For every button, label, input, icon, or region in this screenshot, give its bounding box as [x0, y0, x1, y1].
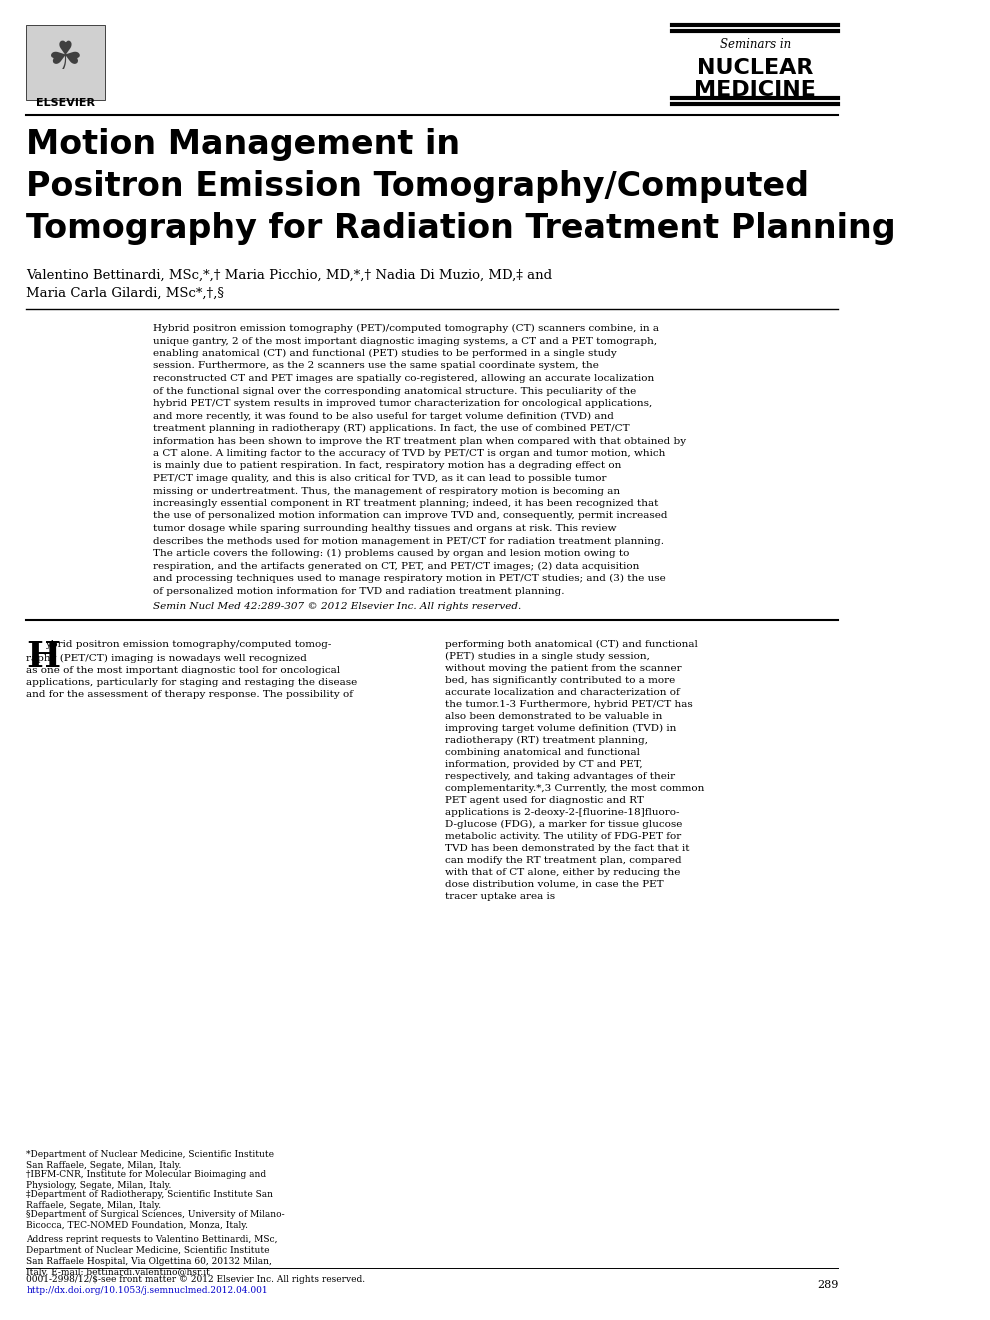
- Text: *Department of Nuclear Medicine, Scientific Institute: *Department of Nuclear Medicine, Scienti…: [26, 1150, 274, 1159]
- Text: reconstructed CT and PET images are spatially co-registered, allowing an accurat: reconstructed CT and PET images are spat…: [152, 374, 654, 383]
- Text: and more recently, it was found to be also useful for target volume definition (: and more recently, it was found to be al…: [152, 412, 614, 421]
- Text: radiotherapy (RT) treatment planning,: radiotherapy (RT) treatment planning,: [446, 737, 648, 744]
- Text: Italy. E-mail: bettinardi.valentino@hsr.it: Italy. E-mail: bettinardi.valentino@hsr.…: [26, 1269, 210, 1276]
- Text: Hybrid positron emission tomography (PET)/computed tomography (CT) scanners comb: Hybrid positron emission tomography (PET…: [152, 323, 658, 333]
- Text: NUCLEAR: NUCLEAR: [697, 58, 814, 78]
- Text: information, provided by CT and PET,: information, provided by CT and PET,: [446, 760, 643, 770]
- Text: and for the assessment of therapy response. The possibility of: and for the assessment of therapy respon…: [26, 690, 353, 700]
- Text: with that of CT alone, either by reducing the: with that of CT alone, either by reducin…: [446, 869, 681, 876]
- Text: †IBFM-CNR, Institute for Molecular Bioimaging and: †IBFM-CNR, Institute for Molecular Bioim…: [26, 1170, 266, 1179]
- Text: hybrid PET/CT system results in improved tumor characterization for oncological : hybrid PET/CT system results in improved…: [152, 399, 652, 408]
- Text: Address reprint requests to Valentino Bettinardi, MSc,: Address reprint requests to Valentino Be…: [26, 1236, 277, 1243]
- Text: ☘: ☘: [49, 40, 83, 77]
- Text: Department of Nuclear Medicine, Scientific Institute: Department of Nuclear Medicine, Scientif…: [26, 1246, 269, 1255]
- Text: missing or undertreatment. Thus, the management of respiratory motion is becomin: missing or undertreatment. Thus, the man…: [152, 487, 620, 495]
- Text: without moving the patient from the scanner: without moving the patient from the scan…: [446, 664, 682, 673]
- Text: accurate localization and characterization of: accurate localization and characterizati…: [446, 688, 680, 697]
- Text: Tomography for Radiation Treatment Planning: Tomography for Radiation Treatment Plann…: [26, 213, 896, 246]
- Text: applications, particularly for staging and restaging the disease: applications, particularly for staging a…: [26, 678, 357, 686]
- Text: improving target volume definition (TVD) in: improving target volume definition (TVD)…: [446, 723, 676, 733]
- Text: information has been shown to improve the RT treatment plan when compared with t: information has been shown to improve th…: [152, 437, 686, 446]
- Text: describes the methods used for motion management in PET/CT for radiation treatme: describes the methods used for motion ma…: [152, 536, 663, 545]
- Text: (PET) studies in a single study session,: (PET) studies in a single study session,: [446, 652, 650, 661]
- Text: tracer uptake area is: tracer uptake area is: [446, 892, 555, 902]
- Text: Maria Carla Gilardi, MSc*,†,§: Maria Carla Gilardi, MSc*,†,§: [26, 286, 224, 300]
- Text: San Raffaele, Segate, Milan, Italy.: San Raffaele, Segate, Milan, Italy.: [26, 1162, 181, 1170]
- Text: of personalized motion information for TVD and radiation treatment planning.: of personalized motion information for T…: [152, 586, 564, 595]
- Text: the use of personalized motion information can improve TVD and, consequently, pe: the use of personalized motion informati…: [152, 511, 667, 520]
- Text: metabolic activity. The utility of FDG-PET for: metabolic activity. The utility of FDG-P…: [446, 832, 681, 841]
- Text: unique gantry, 2 of the most important diagnostic imaging systems, a CT and a PE: unique gantry, 2 of the most important d…: [152, 337, 657, 346]
- Text: a CT alone. A limiting factor to the accuracy of TVD by PET/CT is organ and tumo: a CT alone. A limiting factor to the acc…: [152, 449, 665, 458]
- Text: http://dx.doi.org/10.1053/j.semnuclmed.2012.04.001: http://dx.doi.org/10.1053/j.semnuclmed.2…: [26, 1286, 268, 1295]
- Text: 0001-2998/12/$-see front matter © 2012 Elsevier Inc. All rights reserved.: 0001-2998/12/$-see front matter © 2012 E…: [26, 1275, 365, 1284]
- Text: respiration, and the artifacts generated on CT, PET, and PET/CT images; (2) data: respiration, and the artifacts generated…: [152, 561, 640, 570]
- Text: ybrid positron emission tomography/computed tomog-: ybrid positron emission tomography/compu…: [46, 640, 332, 649]
- Text: Raffaele, Segate, Milan, Italy.: Raffaele, Segate, Milan, Italy.: [26, 1201, 161, 1210]
- Text: Bicocca, TEC-NOMED Foundation, Monza, Italy.: Bicocca, TEC-NOMED Foundation, Monza, It…: [26, 1221, 248, 1230]
- Text: raphy (PET/CT) imaging is nowadays well recognized: raphy (PET/CT) imaging is nowadays well …: [26, 653, 307, 663]
- Text: bed, has significantly contributed to a more: bed, has significantly contributed to a …: [446, 676, 675, 685]
- Text: complementarity.*,3 Currently, the most common: complementarity.*,3 Currently, the most …: [446, 784, 705, 793]
- Text: The article covers the following: (1) problems caused by organ and lesion motion: The article covers the following: (1) pr…: [152, 549, 630, 558]
- FancyBboxPatch shape: [26, 25, 105, 100]
- Text: PET/CT image quality, and this is also critical for TVD, as it can lead to possi: PET/CT image quality, and this is also c…: [152, 474, 606, 483]
- Text: MEDICINE: MEDICINE: [694, 81, 816, 100]
- Text: the tumor.1-3 Furthermore, hybrid PET/CT has: the tumor.1-3 Furthermore, hybrid PET/CT…: [446, 700, 693, 709]
- Text: 289: 289: [817, 1280, 839, 1290]
- Text: dose distribution volume, in case the PET: dose distribution volume, in case the PE…: [446, 880, 664, 888]
- Text: applications is 2-deoxy-2-[fluorine-18]fluoro-: applications is 2-deoxy-2-[fluorine-18]f…: [446, 808, 680, 817]
- Text: increasingly essential component in RT treatment planning; indeed, it has been r: increasingly essential component in RT t…: [152, 499, 658, 508]
- Text: and processing techniques used to manage respiratory motion in PET/CT studies; a: and processing techniques used to manage…: [152, 574, 665, 583]
- Text: ‡Department of Radiotherapy, Scientific Institute San: ‡Department of Radiotherapy, Scientific …: [26, 1191, 273, 1199]
- Text: session. Furthermore, as the 2 scanners use the same spatial coordinate system, : session. Furthermore, as the 2 scanners …: [152, 362, 599, 371]
- Text: enabling anatomical (CT) and functional (PET) studies to be performed in a singl: enabling anatomical (CT) and functional …: [152, 348, 617, 358]
- Text: is mainly due to patient respiration. In fact, respiratory motion has a degradin: is mainly due to patient respiration. In…: [152, 462, 621, 470]
- Text: also been demonstrated to be valuable in: also been demonstrated to be valuable in: [446, 711, 662, 721]
- Text: §Department of Surgical Sciences, University of Milano-: §Department of Surgical Sciences, Univer…: [26, 1210, 285, 1218]
- Text: can modify the RT treatment plan, compared: can modify the RT treatment plan, compar…: [446, 855, 682, 865]
- Text: D-glucose (FDG), a marker for tissue glucose: D-glucose (FDG), a marker for tissue glu…: [446, 820, 683, 829]
- Text: H: H: [26, 640, 60, 675]
- Text: San Raffaele Hospital, Via Olgettina 60, 20132 Milan,: San Raffaele Hospital, Via Olgettina 60,…: [26, 1257, 272, 1266]
- Text: ELSEVIER: ELSEVIER: [36, 98, 95, 108]
- Text: of the functional signal over the corresponding anatomical structure. This pecul: of the functional signal over the corres…: [152, 387, 636, 396]
- Text: as one of the most important diagnostic tool for oncological: as one of the most important diagnostic …: [26, 667, 341, 675]
- Text: Physiology, Segate, Milan, Italy.: Physiology, Segate, Milan, Italy.: [26, 1181, 171, 1191]
- Text: TVD has been demonstrated by the fact that it: TVD has been demonstrated by the fact th…: [446, 843, 690, 853]
- Text: performing both anatomical (CT) and functional: performing both anatomical (CT) and func…: [446, 640, 698, 649]
- Text: Valentino Bettinardi, MSc,*,† Maria Picchio, MD,*,† Nadia Di Muzio, MD,‡ and: Valentino Bettinardi, MSc,*,† Maria Picc…: [26, 269, 552, 282]
- Text: tumor dosage while sparing surrounding healthy tissues and organs at risk. This : tumor dosage while sparing surrounding h…: [152, 524, 617, 533]
- Text: Positron Emission Tomography/Computed: Positron Emission Tomography/Computed: [26, 170, 809, 203]
- Text: Semin Nucl Med 42:289-307 © 2012 Elsevier Inc. All rights reserved.: Semin Nucl Med 42:289-307 © 2012 Elsevie…: [152, 602, 521, 611]
- Text: combining anatomical and functional: combining anatomical and functional: [446, 748, 641, 756]
- Text: respectively, and taking advantages of their: respectively, and taking advantages of t…: [446, 772, 675, 781]
- Text: treatment planning in radiotherapy (RT) applications. In fact, the use of combin: treatment planning in radiotherapy (RT) …: [152, 424, 630, 433]
- Text: Seminars in: Seminars in: [720, 38, 791, 51]
- Text: PET agent used for diagnostic and RT: PET agent used for diagnostic and RT: [446, 796, 644, 805]
- Text: Motion Management in: Motion Management in: [26, 128, 460, 161]
